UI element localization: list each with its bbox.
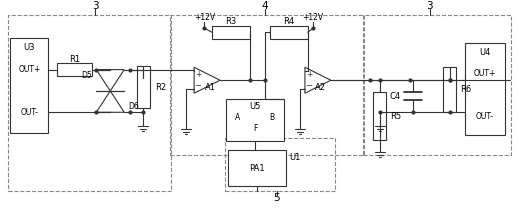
Text: OUT+: OUT+ <box>18 65 41 74</box>
Text: −: − <box>305 82 313 91</box>
Bar <box>373 92 386 140</box>
Bar <box>363 15 511 155</box>
Bar <box>10 38 48 133</box>
Text: D6: D6 <box>128 102 139 111</box>
Text: OUT-: OUT- <box>20 108 38 117</box>
Text: B: B <box>269 113 275 122</box>
Bar <box>270 26 308 39</box>
Bar <box>170 15 364 155</box>
Text: OUT+: OUT+ <box>473 69 496 78</box>
Text: A2: A2 <box>316 83 327 92</box>
Text: +: + <box>195 70 201 79</box>
Text: A1: A1 <box>204 83 216 92</box>
Text: R2: R2 <box>154 83 166 92</box>
Text: R4: R4 <box>283 17 294 26</box>
Bar <box>137 66 150 108</box>
Text: U4: U4 <box>479 48 490 57</box>
Bar <box>226 99 284 141</box>
Bar <box>465 43 504 135</box>
Text: R5: R5 <box>391 112 401 121</box>
Text: 5: 5 <box>274 193 280 203</box>
Text: 3: 3 <box>92 1 99 11</box>
Text: R1: R1 <box>69 55 81 64</box>
Text: C4: C4 <box>389 92 401 101</box>
Text: A: A <box>236 113 241 122</box>
Text: 3: 3 <box>426 1 433 11</box>
Bar <box>8 15 171 191</box>
Bar <box>212 26 250 39</box>
Text: U5: U5 <box>249 102 261 111</box>
Text: −: − <box>194 82 202 91</box>
Text: +: + <box>306 70 312 79</box>
Bar <box>225 138 335 191</box>
Text: 4: 4 <box>262 1 268 11</box>
Text: +12V: +12V <box>302 13 323 22</box>
Text: R6: R6 <box>460 85 472 94</box>
Bar <box>228 150 286 186</box>
Text: U3: U3 <box>24 43 35 52</box>
Text: F: F <box>253 124 257 133</box>
Text: U1: U1 <box>289 153 301 162</box>
Text: D5: D5 <box>82 71 92 80</box>
Text: PA1: PA1 <box>249 164 265 173</box>
Text: OUT-: OUT- <box>476 112 493 121</box>
Bar <box>443 67 456 112</box>
Bar <box>57 63 92 76</box>
Text: +12V: +12V <box>194 13 215 22</box>
Text: R3: R3 <box>226 17 237 26</box>
